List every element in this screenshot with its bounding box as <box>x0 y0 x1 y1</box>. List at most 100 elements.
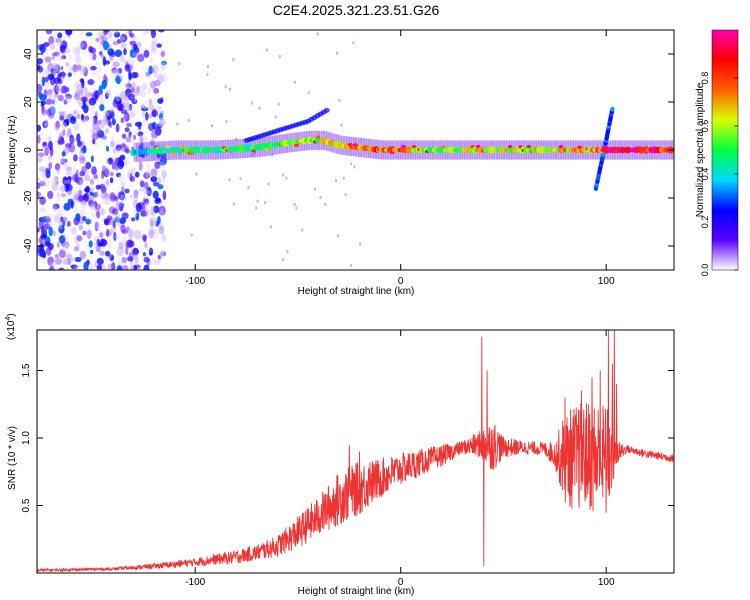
noise-cell <box>95 119 103 125</box>
noise-cell <box>150 139 155 147</box>
noise-cell <box>95 37 100 42</box>
noise-cell <box>63 139 68 145</box>
noise-cell <box>90 155 94 163</box>
noise-cell <box>150 30 157 39</box>
noise-cell <box>232 202 235 206</box>
noise-cell <box>143 49 150 59</box>
noise-cell <box>82 230 87 236</box>
noise-cell <box>64 241 70 249</box>
noise-cell <box>79 30 85 36</box>
noise-cell <box>64 118 70 126</box>
noise-cell <box>65 93 72 99</box>
noise-cell <box>105 89 112 97</box>
noise-cell <box>151 64 159 73</box>
noise-cell <box>76 190 80 197</box>
noise-cell <box>301 228 304 232</box>
noise-cell <box>79 67 86 73</box>
noise-cell <box>153 79 161 87</box>
noise-cell <box>143 264 150 270</box>
noise-cell <box>51 213 56 218</box>
noise-cell <box>64 182 70 193</box>
noise-cell <box>61 216 68 223</box>
noise-cell <box>150 212 156 217</box>
noise-cell <box>324 203 327 206</box>
noise-cell <box>73 109 81 115</box>
noise-cell <box>110 192 116 201</box>
noise-cell <box>158 222 165 231</box>
noise-cell <box>51 99 55 105</box>
ridge-cell <box>315 135 321 139</box>
noise-cell <box>105 250 111 257</box>
noise-cell <box>159 156 167 166</box>
noise-cell <box>38 219 45 230</box>
noise-cell <box>112 142 117 148</box>
noise-cell <box>135 264 141 269</box>
ridge-cell <box>294 143 299 147</box>
noise-cell <box>278 55 281 59</box>
noise-cell <box>109 254 115 261</box>
snr-xtick-label: 100 <box>598 577 615 588</box>
noise-cell <box>78 89 84 96</box>
noise-cell <box>110 140 115 148</box>
noise-cell <box>78 64 83 72</box>
noise-cell <box>253 151 256 155</box>
noise-cell <box>110 69 118 79</box>
noise-cell <box>271 153 274 157</box>
noise-cell <box>113 31 121 38</box>
noise-cell <box>48 226 53 237</box>
noise-cell <box>141 111 146 117</box>
noise-cell <box>141 90 147 98</box>
noise-cell <box>97 223 102 232</box>
noise-cell <box>230 150 233 154</box>
noise-cell <box>83 66 88 77</box>
noise-cell <box>162 175 166 183</box>
noise-cell <box>118 54 125 62</box>
noise-cell <box>232 57 235 61</box>
noise-cell <box>112 61 120 68</box>
noise-cell <box>53 62 58 73</box>
noise-cell <box>52 204 58 212</box>
noise-cell <box>98 85 103 95</box>
noise-cell <box>56 41 64 47</box>
noise-cell <box>53 257 60 265</box>
noise-cell <box>100 192 104 200</box>
noise-cell <box>124 59 129 65</box>
noise-cell <box>156 197 161 203</box>
noise-cell <box>133 43 138 50</box>
noise-cell <box>107 30 113 39</box>
noise-cell <box>48 162 52 170</box>
colorbar-tick-label: 0.8 <box>700 72 710 85</box>
noise-cell <box>67 189 73 196</box>
noise-cell <box>99 51 103 56</box>
noise-cell <box>84 89 90 99</box>
noise-cell <box>65 62 70 67</box>
snr-ytick-label: 1.5 <box>21 363 32 377</box>
noise-cell <box>66 65 73 73</box>
noise-cell <box>41 76 45 87</box>
noise-cell <box>151 40 158 51</box>
noise-cell <box>127 230 134 240</box>
noise-cell <box>124 188 130 194</box>
noise-cell <box>37 84 43 93</box>
noise-cell <box>293 202 296 206</box>
noise-cell <box>67 128 72 137</box>
noise-cell <box>176 122 179 126</box>
noise-cell <box>160 110 165 116</box>
noise-cell <box>100 190 108 200</box>
noise-cell <box>63 202 71 211</box>
noise-cell <box>45 66 49 75</box>
noise-cell <box>48 140 53 151</box>
noise-cell <box>162 190 167 201</box>
noise-cell <box>160 251 167 257</box>
noise-cell <box>127 106 134 115</box>
noise-cell <box>277 102 280 106</box>
noise-cell <box>74 205 78 213</box>
noise-cell <box>90 212 97 217</box>
noise-cell <box>108 157 113 165</box>
noise-cell <box>60 158 65 165</box>
spectrogram-axes: -100 0 100 -40 -20 0 20 40 <box>23 30 674 287</box>
noise-cell <box>95 61 100 66</box>
noise-cell <box>138 187 145 192</box>
noise-cell <box>149 101 155 110</box>
noise-cell <box>179 151 181 155</box>
